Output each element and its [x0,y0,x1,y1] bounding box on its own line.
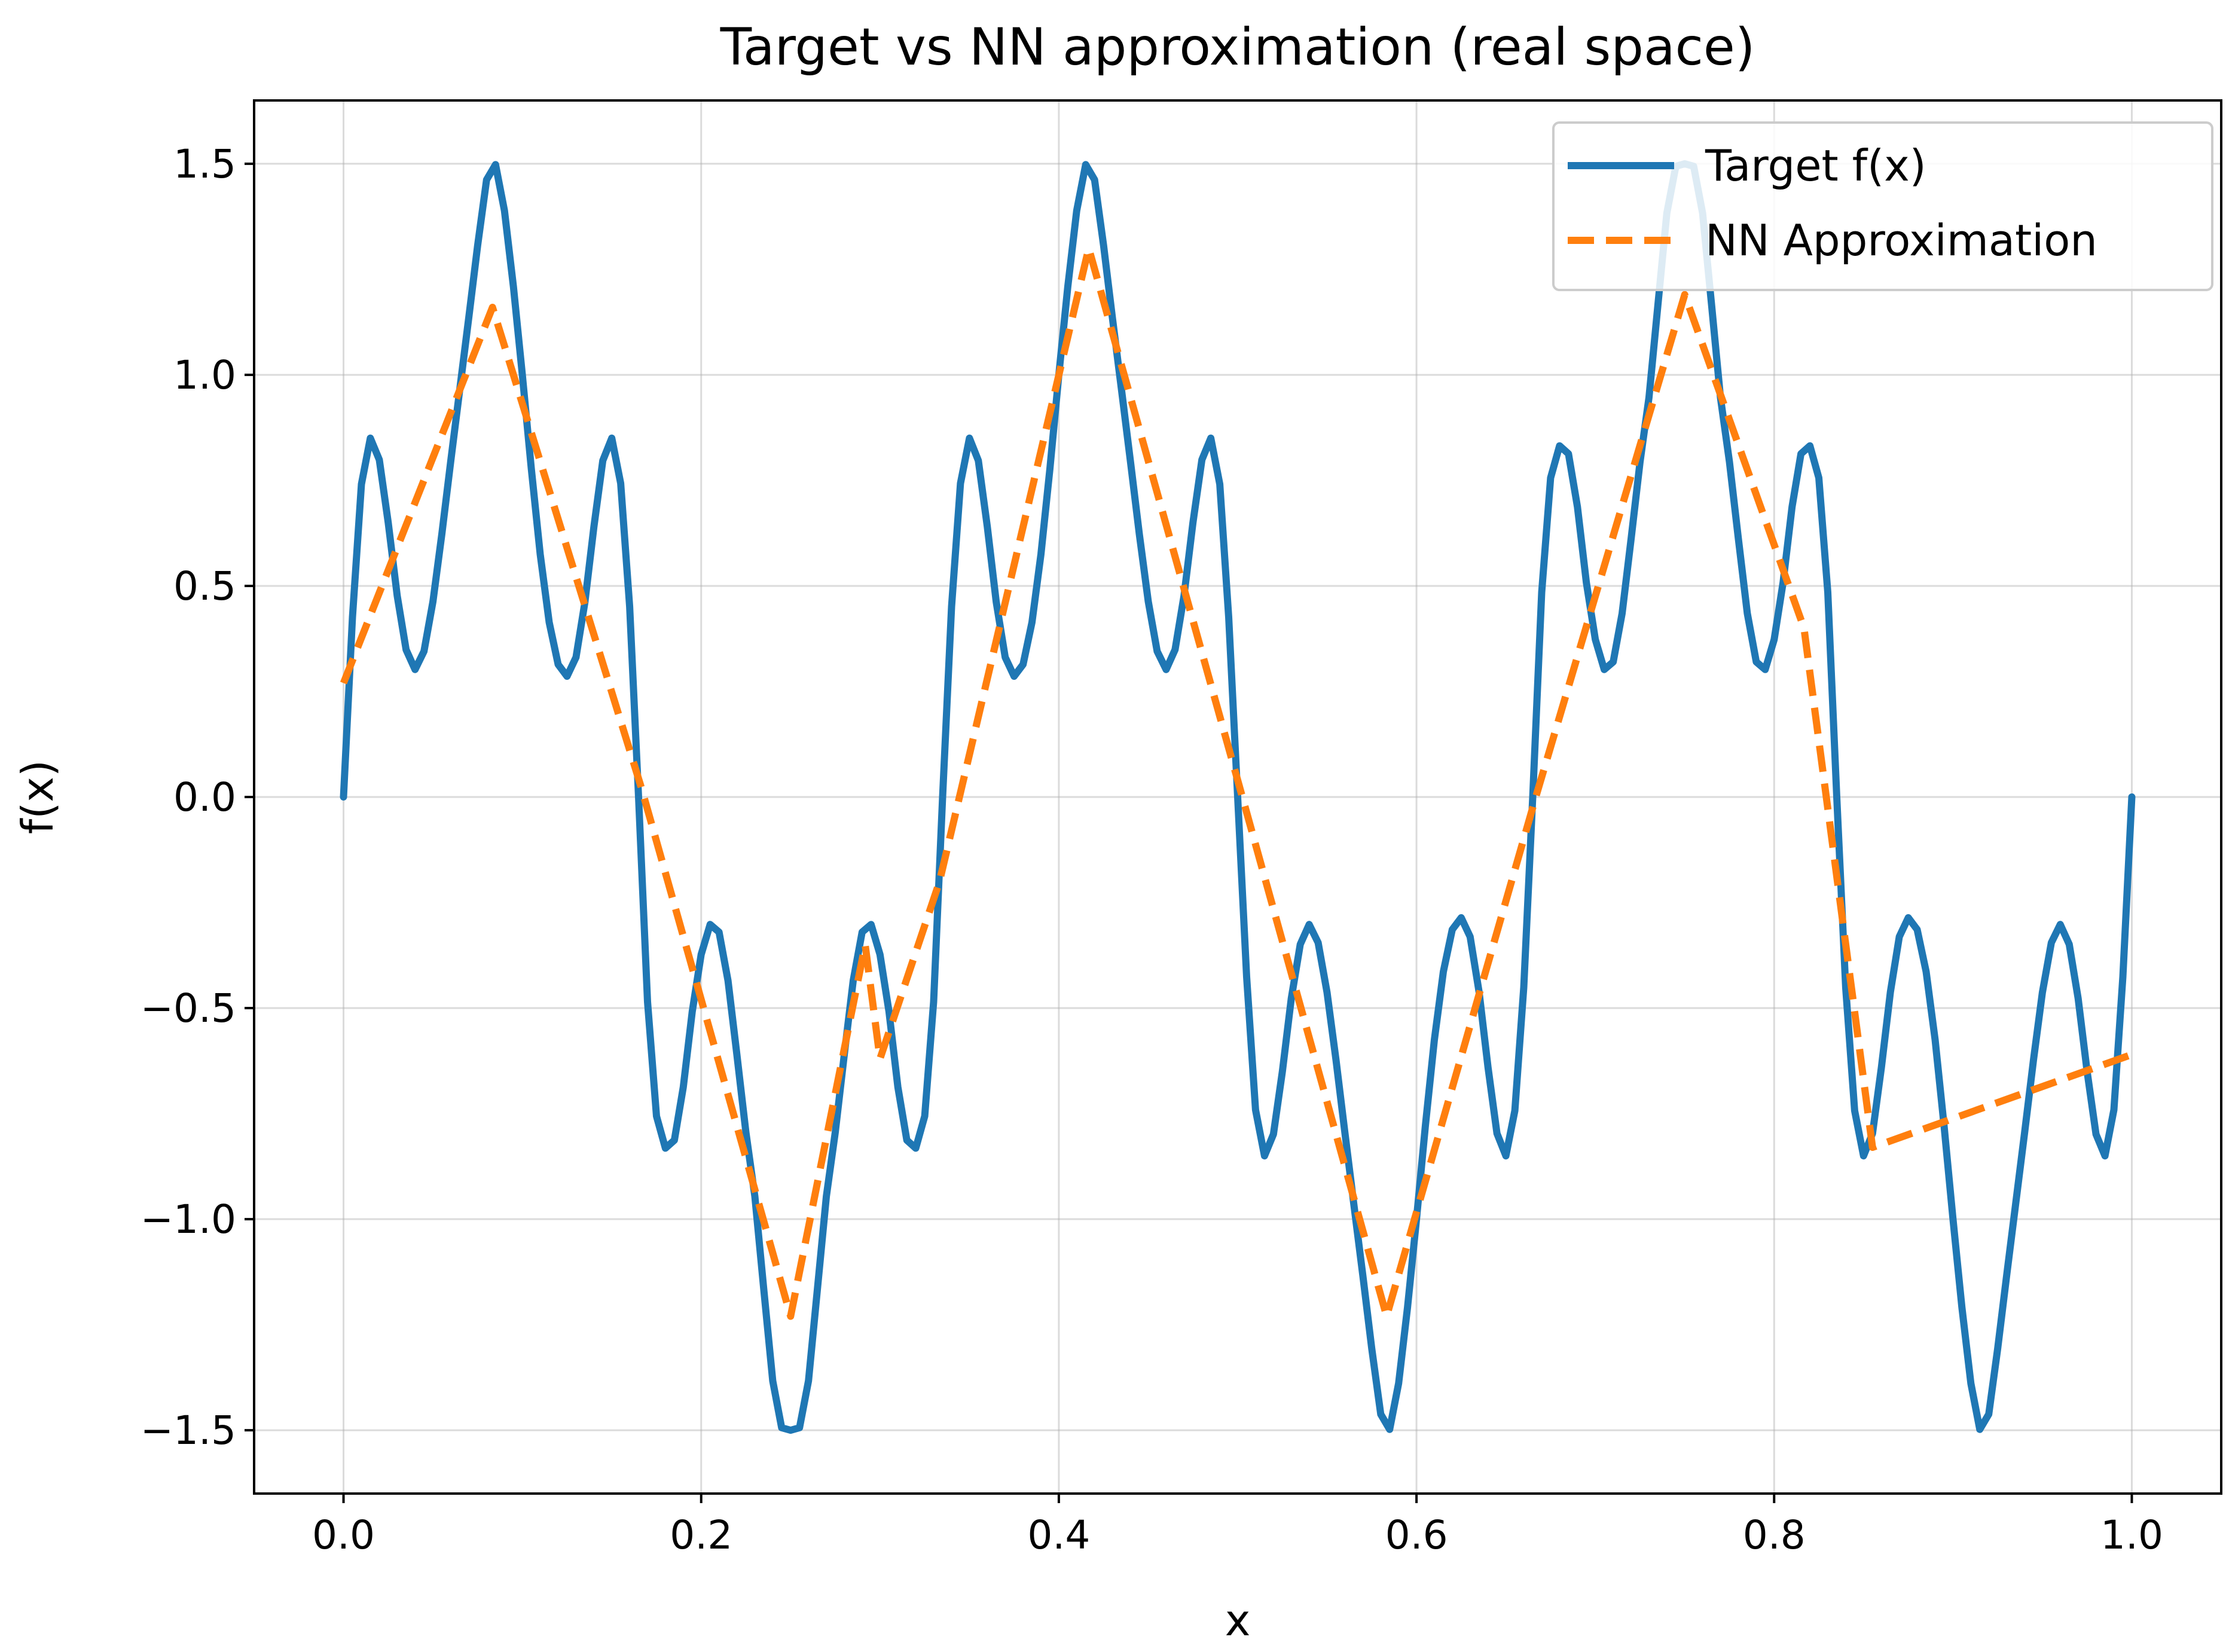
y-tick-label: −1.0 [141,1196,236,1242]
y-tick-label: −0.5 [141,985,236,1031]
x-tick-label: 0.8 [1743,1512,1806,1558]
y-tick-label: 0.0 [173,774,236,820]
series-line-nn-approximation [340,245,2133,1320]
y-axis-label: f(x) [13,760,63,834]
y-tick-label: −1.5 [141,1407,236,1453]
x-tick-label: 0.0 [312,1512,375,1558]
legend-label-target: Target f(x) [1705,141,1926,191]
y-tick-label: 1.5 [173,141,236,187]
tick-layer: 0.0 0.2 0.4 0.6 0.8 1.0 1.5 1.0 0.5 0.0 −0.5 −1.0 −1… [141,141,2163,1558]
legend: Target f(x) NN Approximation [1552,121,2213,291]
series-line-target [340,160,2136,1434]
x-axis-label: x [1225,1595,1251,1645]
y-tick-label: 0.5 [173,563,236,609]
legend-label-nn: NN Approximation [1705,215,2097,265]
x-tick-label: 0.4 [1027,1512,1090,1558]
y-tick-label: 1.0 [173,352,236,398]
x-tick-label: 1.0 [2100,1512,2163,1558]
legend-frame [1552,121,2213,291]
series-layer [340,160,2136,1434]
x-tick-label: 0.6 [1385,1512,1448,1558]
chart-title: Target vs NN approximation (real space) [720,17,1755,77]
x-tick-label: 0.2 [670,1512,732,1558]
